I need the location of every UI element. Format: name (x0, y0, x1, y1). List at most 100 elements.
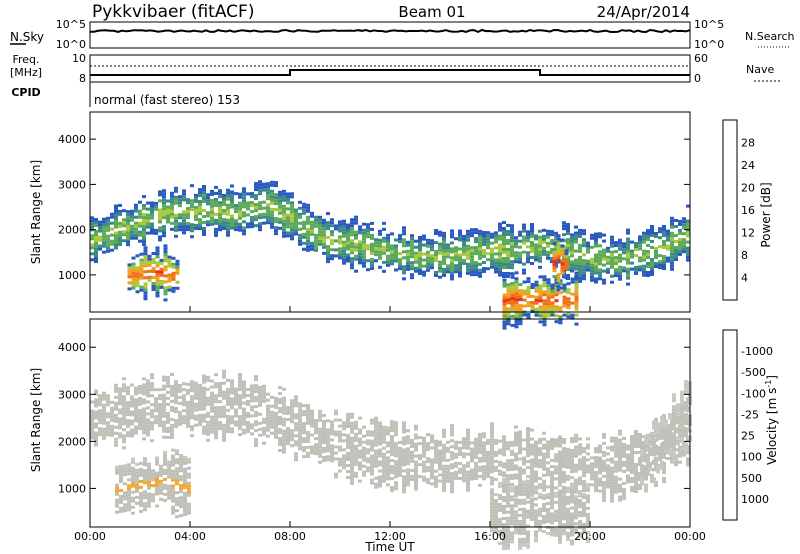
data-cell-2 (498, 541, 502, 545)
data-cell-0 (214, 427, 218, 431)
data-cell-0 (506, 262, 510, 266)
data-cell-0 (482, 267, 486, 270)
data-cell-3 (664, 431, 668, 435)
data-cell-0 (446, 270, 450, 274)
data-cell-0 (94, 440, 98, 444)
data-cell-0 (162, 201, 166, 205)
data-cell-2 (542, 314, 547, 318)
data-cell-0 (478, 456, 482, 460)
data-cell-0 (278, 443, 282, 446)
data-cell-0 (418, 254, 422, 257)
data-cell-0 (366, 469, 370, 473)
data-cell-0 (222, 209, 226, 212)
data-cell-0 (426, 460, 430, 464)
data-cell-0 (142, 222, 146, 226)
data-cell-2 (538, 305, 543, 309)
data-cell-1 (143, 496, 147, 500)
data-cell-1 (127, 505, 131, 509)
data-cell-0 (310, 229, 314, 233)
data-cell-3 (652, 480, 656, 484)
data-cell-0 (290, 402, 294, 406)
data-cell-0 (338, 439, 342, 443)
data-cell-0 (214, 382, 218, 386)
data-cell-0 (214, 233, 218, 237)
data-cell-1 (143, 288, 148, 292)
data-cell-0 (522, 471, 526, 475)
data-cell-0 (470, 252, 474, 256)
data-cell-0 (330, 239, 334, 243)
data-cell-1 (135, 501, 139, 505)
data-cell-0 (442, 255, 446, 259)
data-cell-0 (238, 406, 242, 410)
data-cell-0 (138, 215, 142, 219)
data-cell-0 (358, 443, 362, 447)
data-cell-0 (486, 267, 490, 271)
data-cell-0 (370, 257, 374, 261)
data-cell-0 (150, 222, 154, 226)
data-cell-0 (238, 204, 242, 208)
data-cell-0 (394, 472, 398, 476)
data-cell-2 (566, 312, 571, 316)
data-cell-0 (530, 461, 534, 465)
data-cell-0 (382, 227, 386, 231)
data-cell-2 (526, 485, 530, 489)
data-cell-0 (618, 265, 622, 269)
data-cell-0 (518, 245, 522, 249)
data-cell-1 (163, 286, 168, 290)
data-cell-0 (158, 193, 162, 197)
data-cell-0 (530, 223, 534, 226)
data-cell-0 (494, 465, 498, 469)
data-cell-0 (270, 422, 274, 426)
data-cell-0 (394, 256, 398, 260)
data-cell-0 (186, 216, 190, 220)
data-cell-2 (506, 537, 510, 541)
data-cell-0 (270, 195, 274, 199)
data-cell-0 (490, 461, 494, 465)
data-cell-0 (366, 247, 370, 251)
data-cell-0 (278, 431, 282, 434)
data-cell-2 (582, 508, 586, 511)
data-cell-3 (664, 446, 668, 450)
data-cell-0 (646, 229, 650, 232)
data-cell-0 (322, 239, 326, 243)
data-cell-0 (282, 423, 286, 427)
data-cell-0 (622, 493, 626, 497)
velocity-colorbar-tick-7: -1000 (741, 345, 773, 358)
data-cell-0 (546, 485, 550, 489)
data-cell-1 (175, 268, 180, 272)
data-cell-0 (590, 263, 594, 267)
data-cell-0 (606, 467, 610, 471)
data-cell-0 (482, 444, 486, 448)
data-cell-2 (506, 313, 511, 317)
data-cell-0 (538, 486, 542, 490)
data-cell-1 (183, 473, 187, 477)
data-cell-0 (406, 477, 410, 481)
data-cell-0 (662, 258, 666, 261)
data-cell-0 (106, 424, 110, 428)
data-cell-0 (610, 244, 614, 248)
data-cell-0 (370, 233, 374, 237)
data-cell-0 (486, 456, 490, 460)
data-cell-0 (370, 442, 374, 446)
data-cell-0 (474, 273, 478, 277)
data-cell-0 (354, 254, 358, 258)
data-cell-2 (510, 489, 514, 493)
data-cell-0 (178, 225, 182, 229)
data-cell-1 (131, 256, 136, 260)
data-cell-1 (183, 482, 187, 486)
data-cell-0 (670, 246, 674, 250)
data-cell-0 (458, 271, 462, 275)
data-cell-0 (178, 201, 182, 205)
data-cell-0 (418, 457, 422, 461)
data-cell-0 (318, 239, 322, 243)
data-cell-0 (102, 409, 106, 413)
data-cell-0 (570, 455, 574, 459)
data-cell-0 (586, 244, 590, 248)
data-cell-0 (114, 207, 118, 211)
data-cell-0 (490, 431, 494, 435)
data-cell-2 (558, 519, 562, 523)
data-cell-0 (274, 402, 278, 406)
data-cell-0 (170, 417, 174, 421)
data-cell-3 (652, 435, 656, 439)
data-cell-0 (462, 467, 466, 471)
